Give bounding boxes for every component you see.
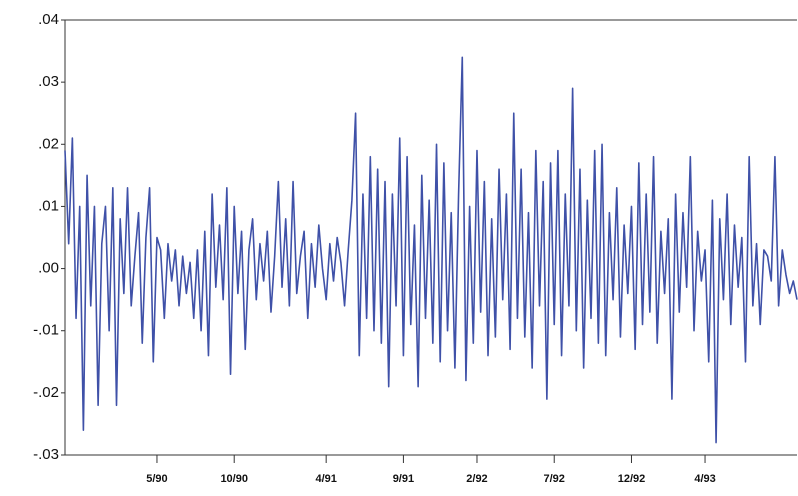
x-tick-label: 12/92 — [618, 473, 646, 485]
x-tick-label: 5/90 — [146, 473, 167, 485]
y-tick-label: .04 — [38, 11, 59, 28]
x-tick-label: 9/91 — [393, 473, 414, 485]
y-tick-label: .02 — [38, 135, 59, 152]
y-tick-label: -.03 — [33, 446, 59, 463]
x-tick-label: 10/90 — [220, 473, 248, 485]
x-tick-label: 7/92 — [544, 473, 565, 485]
y-tick-label: -.01 — [33, 322, 59, 339]
y-tick-label: -.02 — [33, 384, 59, 401]
y-tick-label: .01 — [38, 197, 59, 214]
x-tick-label: 4/91 — [315, 473, 336, 485]
x-tick-label: 4/93 — [694, 473, 715, 485]
y-tick-label: .00 — [38, 260, 59, 277]
y-tick-label: .03 — [38, 73, 59, 90]
x-tick-label: 2/92 — [466, 473, 487, 485]
line-series — [64, 56, 798, 444]
